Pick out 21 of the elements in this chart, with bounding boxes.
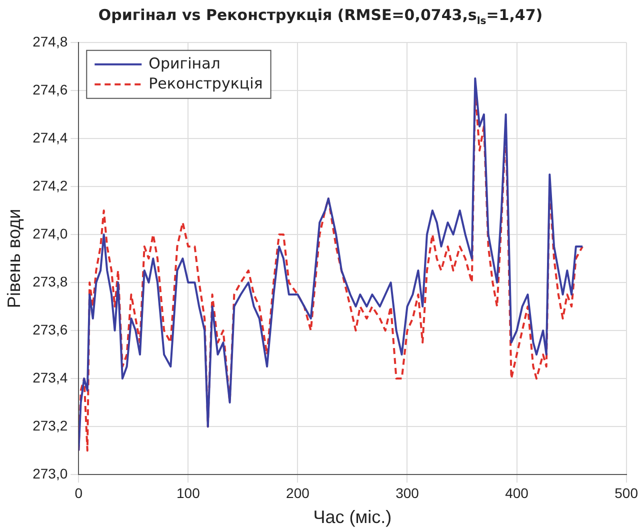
- y-tick-label: 274,2: [32, 177, 68, 194]
- y-tick-label: 274,0: [32, 225, 68, 242]
- y-tick-label: 273,2: [32, 417, 68, 434]
- y-tick-label: 274,6: [32, 81, 68, 98]
- y-tick-label: 273,0: [32, 465, 68, 482]
- y-tick-label: 273,4: [32, 369, 68, 386]
- legend-label: Оригінал: [148, 54, 220, 72]
- y-tick-label: 274,4: [32, 129, 68, 146]
- y-axis-title: Рівень води: [4, 208, 24, 308]
- x-tick-label: 200: [286, 484, 310, 501]
- chart-title: Оригінал vs Реконструкція (RMSE=0,0743,s$_{ls}$=1,47): [97, 6, 544, 27]
- x-axis-title: Час (міс.): [313, 507, 392, 528]
- x-tick-label: 500: [614, 484, 638, 501]
- y-tick-label: 273,8: [32, 273, 68, 290]
- x-tick-label: 100: [176, 484, 200, 501]
- x-tick-label: 0: [74, 484, 83, 501]
- legend-label: Реконструкція: [148, 74, 263, 92]
- x-tick-label: 400: [505, 484, 529, 501]
- y-tick-label: 274,8: [32, 33, 68, 50]
- y-tick-label: 273,6: [32, 321, 68, 338]
- x-tick-label: 300: [396, 484, 420, 501]
